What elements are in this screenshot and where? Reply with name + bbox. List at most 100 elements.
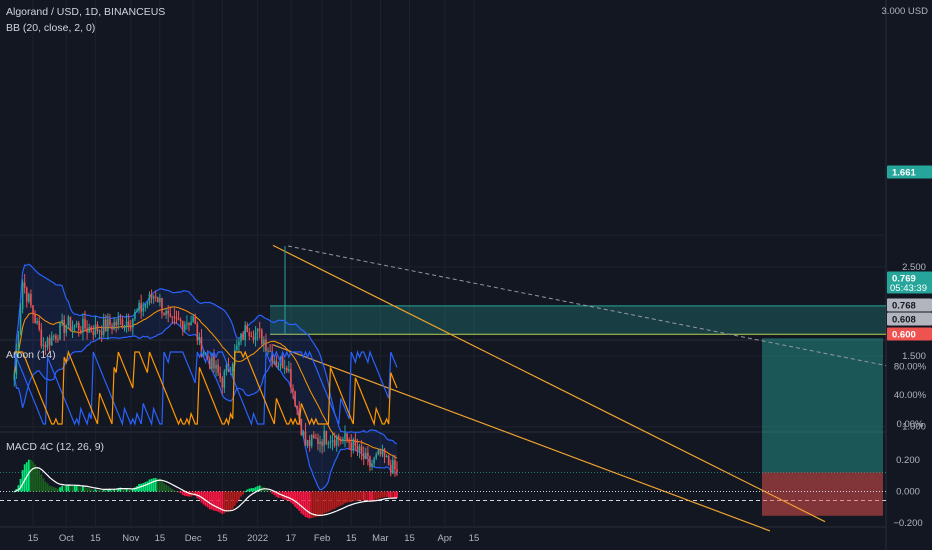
candle-body	[107, 319, 109, 331]
candle-body	[46, 338, 49, 348]
price-tag-level: 0.768	[887, 298, 932, 312]
macd-histogram-bar	[38, 469, 41, 492]
macd-histogram-bar	[15, 488, 18, 492]
symbol-title[interactable]: Algorand / USD, 1D, BINANCEUS	[6, 6, 166, 18]
macd-legend[interactable]: MACD 4C (12, 26, 9)	[6, 441, 108, 453]
candle-body	[134, 311, 136, 319]
candle-body	[94, 324, 97, 335]
macd-histogram-bar	[104, 490, 107, 492]
macd-histogram-bar	[271, 491, 274, 494]
macd-histogram-bar	[144, 482, 147, 492]
macd-histogram-bar	[352, 491, 355, 502]
candle-body	[84, 318, 86, 329]
bb-title[interactable]: BB (20, close, 2, 0)	[6, 22, 96, 34]
macd-histogram-bar	[148, 479, 151, 492]
macd-histogram-bar	[102, 489, 105, 492]
time-tick-label: Mar	[372, 533, 388, 544]
price-panel[interactable]	[0, 244, 887, 532]
macd-title[interactable]: MACD 4C (12, 26, 9)	[6, 441, 105, 453]
macd-histogram-bar	[71, 485, 74, 492]
macd-histogram-bar	[158, 478, 161, 492]
candle-body	[300, 418, 303, 436]
candle-body	[146, 303, 149, 305]
candle-body	[98, 330, 101, 332]
macd-histogram-bar	[92, 489, 95, 492]
candle-body	[315, 437, 317, 439]
aroon-panel[interactable]	[13, 349, 398, 427]
candle-body	[67, 316, 70, 326]
candle-body	[209, 358, 211, 369]
candle-body	[90, 327, 93, 332]
candle-body	[177, 318, 180, 321]
candle-body	[223, 371, 226, 388]
candle-body	[173, 316, 176, 318]
candle-body	[38, 320, 41, 330]
macd-histogram-bar	[231, 491, 234, 509]
macd-histogram-bar	[312, 491, 315, 518]
macd-histogram-bar	[375, 491, 378, 500]
macd-histogram-bar	[358, 491, 361, 501]
candle-body	[335, 436, 338, 446]
macd-histogram-bar	[59, 487, 61, 492]
macd-histogram-bar	[362, 491, 365, 501]
candle-body	[13, 374, 16, 380]
time-tick-label: 2022	[247, 533, 268, 544]
macd-histogram-bar	[88, 488, 91, 492]
bb-legend[interactable]: BB (20, close, 2, 0)	[6, 22, 99, 34]
macd-histogram-bar	[204, 491, 207, 506]
candle-body	[42, 344, 45, 346]
candle-body	[385, 455, 388, 458]
macd-tick-label: 0.000	[896, 487, 920, 498]
candle-body	[142, 307, 145, 312]
candle-body	[17, 334, 20, 351]
macd-histogram-bar	[67, 484, 70, 492]
price-tag-bg	[887, 165, 932, 179]
macd-histogram-bar	[296, 491, 299, 509]
aroon-legend[interactable]: Aroon (14)	[6, 349, 60, 361]
candle-body	[169, 313, 172, 317]
macd-histogram-bar	[194, 491, 197, 496]
macd-histogram-bar	[373, 491, 376, 501]
macd-histogram-bar	[19, 478, 22, 492]
time-tick-label: Nov	[122, 533, 139, 544]
candle-body	[115, 322, 117, 326]
macd-histogram-bar	[46, 483, 49, 492]
candle-body	[150, 294, 153, 299]
macd-histogram-bar	[371, 491, 373, 501]
candle-body	[154, 296, 157, 298]
candle-body	[213, 356, 215, 369]
macd-histogram-bar	[127, 489, 130, 492]
price-tag-bg	[887, 312, 932, 326]
candle-body	[77, 323, 80, 331]
macd-histogram-bar	[304, 491, 307, 517]
candle-body	[61, 319, 63, 323]
macd-signal-line	[14, 467, 397, 517]
candle-body	[100, 330, 103, 335]
price-tag-value: 0.768	[892, 301, 916, 312]
candle-body	[288, 369, 290, 371]
price-legend[interactable]: Algorand / USD, 1D, BINANCEUS	[6, 6, 169, 18]
macd-histogram-bar	[238, 491, 240, 500]
macd-histogram-bar	[356, 491, 359, 501]
candle-body	[109, 319, 111, 326]
macd-histogram-bar	[389, 491, 392, 498]
macd-histogram-bar	[117, 488, 120, 492]
time-tick-label: 15	[90, 533, 101, 544]
candle-body	[269, 350, 271, 352]
candle-body	[302, 431, 305, 436]
candle-body	[138, 302, 140, 311]
time-tick-label: Dec	[185, 533, 202, 544]
macd-panel[interactable]	[0, 459, 886, 519]
macd-histogram-bar	[50, 486, 53, 492]
candle-body	[394, 460, 396, 470]
macd-histogram-bar	[285, 491, 288, 501]
macd-histogram-bar	[34, 464, 36, 492]
macd-histogram-bar	[246, 489, 249, 492]
macd-histogram-bar	[98, 490, 101, 492]
macd-histogram-bar	[298, 491, 301, 511]
macd-histogram-bar	[354, 491, 357, 501]
aroon-title[interactable]: Aroon (14)	[6, 349, 56, 361]
macd-histogram-bar	[265, 488, 267, 492]
candle-body	[188, 323, 190, 326]
